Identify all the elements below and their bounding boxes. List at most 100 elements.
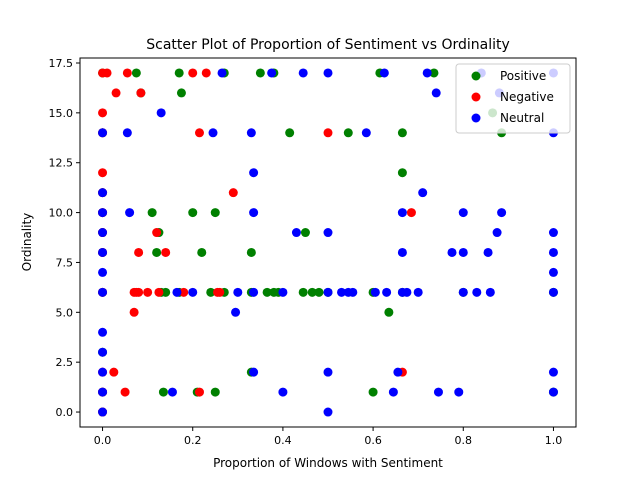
data-point-neutral [388,387,398,397]
data-point-positive [429,68,439,78]
y-tick-label: 17.5 [49,57,74,70]
data-point-neutral [98,387,108,397]
data-point-neutral [418,188,428,198]
data-point-neutral [458,287,468,297]
y-tick-label: 7.5 [56,256,74,269]
data-point-neutral [98,228,108,238]
data-point-neutral [98,128,108,138]
data-point-neutral [98,267,108,277]
legend: Positive Negative Neutral [455,63,571,134]
data-point-neutral [458,247,468,257]
data-point-neutral [246,128,256,138]
data-point-neutral [298,68,308,78]
data-point-positive [368,387,378,397]
data-point-neutral [548,367,558,377]
data-point-negative [129,307,139,317]
data-point-negative [143,287,153,297]
data-point-neutral [217,68,227,78]
data-point-neutral [361,128,371,138]
data-point-neutral [431,88,441,98]
data-point-neutral [98,247,108,257]
data-point-neutral [397,247,407,257]
data-point-negative [154,287,164,297]
data-point-negative [179,287,189,297]
y-tick-label: 10.0 [49,207,74,220]
data-point-negative [152,228,162,238]
legend-label-negative: Negative [500,90,554,104]
data-point-neutral [267,68,277,78]
legend-marker-neutral [471,113,481,123]
data-point-negative [98,168,108,178]
data-point-neutral [348,287,358,297]
data-point-neutral [497,208,507,218]
data-point-neutral [402,287,412,297]
data-point-negative [323,128,333,138]
data-point-neutral [422,68,432,78]
data-point-neutral [454,387,464,397]
data-point-neutral [249,287,259,297]
data-point-positive [152,247,162,257]
x-tick-label: 0.4 [274,434,292,447]
data-point-neutral [447,247,457,257]
data-point-neutral [548,228,558,238]
data-point-neutral [393,367,403,377]
axes-layer: 0.0 0.2 0.4 0.6 0.8 1.0 0.0 2.5 5.0 7.5 10.0 12.5 15… [49,57,577,447]
points-layer [98,68,558,417]
data-point-neutral [98,188,108,198]
data-point-positive [161,287,171,297]
data-point-negative [194,128,204,138]
x-tick-label: 0.8 [455,434,473,447]
data-point-positive [188,208,198,218]
series-neutral [98,68,558,417]
data-point-positive [158,387,168,397]
data-point-negative [111,88,121,98]
data-point-neutral [548,267,558,277]
data-point-neutral [98,327,108,337]
data-point-neutral [125,208,135,218]
data-point-neutral [231,307,241,317]
data-point-neutral [98,208,108,218]
data-point-neutral [249,367,259,377]
series-negative [98,68,416,417]
legend-marker-negative [471,92,481,102]
data-point-neutral [472,287,482,297]
data-point-neutral [382,287,392,297]
data-point-positive [210,387,220,397]
data-point-neutral [370,287,380,297]
data-point-negative [122,68,132,78]
data-point-neutral [98,407,108,417]
data-point-neutral [485,287,495,297]
data-point-neutral [458,208,468,218]
data-point-positive [246,247,256,257]
data-point-neutral [278,387,288,397]
data-point-negative [228,188,238,198]
data-point-neutral [122,128,132,138]
data-point-neutral [323,407,333,417]
data-point-positive [255,68,265,78]
data-point-neutral [323,367,333,377]
x-axis-label: Proportion of Windows with Sentiment [213,456,443,470]
legend-marker-positive [471,71,481,81]
y-tick-label: 15.0 [49,107,74,120]
data-point-positive [384,307,394,317]
data-point-negative [188,68,198,78]
data-point-negative [215,287,225,297]
data-point-negative [102,68,112,78]
data-point-neutral [98,367,108,377]
legend-box [455,63,571,134]
data-point-neutral [233,287,243,297]
data-point-neutral [548,387,558,397]
data-point-positive [314,287,324,297]
data-point-positive [298,287,308,297]
data-point-positive [206,287,216,297]
data-point-negative [98,108,108,118]
data-point-neutral [249,208,259,218]
data-point-neutral [156,108,166,118]
data-point-neutral [249,168,259,178]
x-tick-label: 0.6 [364,434,382,447]
y-tick-label: 5.0 [56,306,74,319]
data-point-negative [120,387,130,397]
data-point-positive [343,128,353,138]
data-point-positive [285,128,295,138]
